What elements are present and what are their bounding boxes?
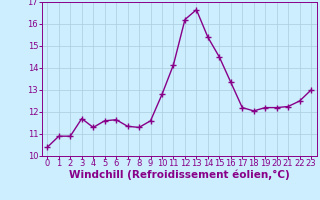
X-axis label: Windchill (Refroidissement éolien,°C): Windchill (Refroidissement éolien,°C) <box>69 170 290 180</box>
